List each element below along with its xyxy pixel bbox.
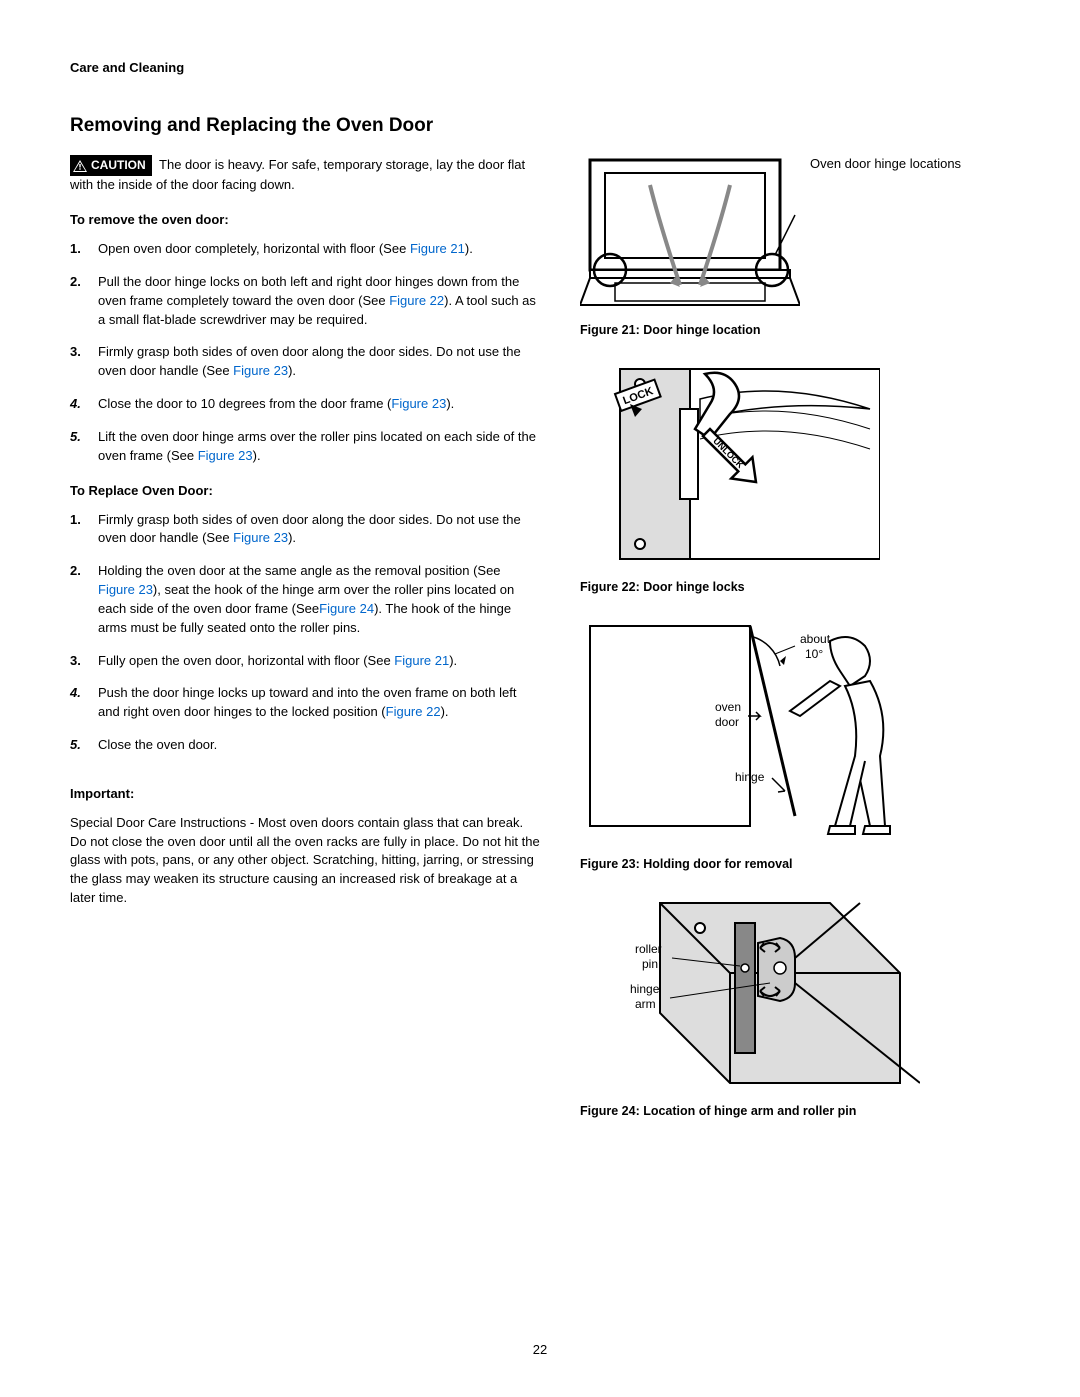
left-column: CAUTION The door is heavy. For safe, tem… <box>70 155 540 1140</box>
fig24-pin: pin <box>642 957 658 971</box>
figure-24-illustration: roller pin hinge arm <box>580 893 920 1093</box>
fig23-about: about <box>800 632 831 646</box>
right-column: Oven door hinge locations Figure 21: Doo… <box>580 155 980 1140</box>
fig23-oven: oven <box>715 700 741 714</box>
caution-label: CAUTION <box>91 157 146 174</box>
step-text: ). <box>446 396 454 411</box>
step-text: Firmly grasp both sides of oven door alo… <box>98 512 521 546</box>
warning-icon <box>73 160 87 172</box>
step-text: Close the door to 10 degrees from the do… <box>98 396 391 411</box>
fig24-roller: roller <box>635 942 662 956</box>
replace-step-3: Fully open the oven door, horizontal wit… <box>70 652 540 671</box>
fig23-door: door <box>715 715 739 729</box>
remove-step-3: Firmly grasp both sides of oven door alo… <box>70 343 540 381</box>
figure-22-caption: Figure 22: Door hinge locks <box>580 580 980 594</box>
step-text: Firmly grasp both sides of oven door alo… <box>98 344 521 378</box>
remove-step-5: Lift the oven door hinge arms over the r… <box>70 428 540 466</box>
fig24-hinge: hinge <box>630 982 660 996</box>
figure-link[interactable]: Figure 23 <box>233 363 288 378</box>
replace-step-1: Firmly grasp both sides of oven door alo… <box>70 511 540 549</box>
step-text: Fully open the oven door, horizontal wit… <box>98 653 394 668</box>
caution-badge: CAUTION <box>70 155 152 176</box>
step-text: ). <box>465 241 473 256</box>
figure-24: roller pin hinge arm Figure 24: Location… <box>580 893 980 1118</box>
figure-21-illustration <box>580 155 800 315</box>
figure-23-caption: Figure 23: Holding door for removal <box>580 857 980 871</box>
step-text: Close the oven door. <box>98 737 217 752</box>
replace-heading: To Replace Oven Door: <box>70 482 540 501</box>
figure-link[interactable]: Figure 23 <box>98 582 153 597</box>
step-text: Holding the oven door at the same angle … <box>98 563 501 578</box>
figure-link[interactable]: Figure 23 <box>391 396 446 411</box>
remove-step-4: Close the door to 10 degrees from the do… <box>70 395 540 414</box>
figure-22-illustration: LOCK UNLOCK <box>580 359 880 569</box>
step-text: Open oven door completely, horizontal wi… <box>98 241 410 256</box>
figure-link[interactable]: Figure 22 <box>389 293 444 308</box>
figure-21-side-label: Oven door hinge locations <box>810 155 961 173</box>
important-heading: Important: <box>70 785 540 804</box>
figure-link[interactable]: Figure 21 <box>410 241 465 256</box>
figure-link[interactable]: Figure 23 <box>198 448 253 463</box>
caution-paragraph: CAUTION The door is heavy. For safe, tem… <box>70 155 540 195</box>
step-text: ). <box>441 704 449 719</box>
page-number: 22 <box>0 1342 1080 1357</box>
fig23-angle: 10° <box>805 647 823 661</box>
remove-heading: To remove the oven door: <box>70 211 540 230</box>
replace-step-4: Push the door hinge locks up toward and … <box>70 684 540 722</box>
replace-step-2: Holding the oven door at the same angle … <box>70 562 540 637</box>
replace-step-5: Close the oven door. <box>70 736 540 755</box>
remove-step-2: Pull the door hinge locks on both left a… <box>70 273 540 330</box>
step-text: ). <box>449 653 457 668</box>
figure-21: Oven door hinge locations Figure 21: Doo… <box>580 155 980 337</box>
remove-steps-list: Open oven door completely, horizontal wi… <box>70 240 540 466</box>
figure-21-caption: Figure 21: Door hinge location <box>580 323 980 337</box>
figure-23: about 10° oven door hinge Figure 23: Hol… <box>580 616 980 871</box>
fig24-arm: arm <box>635 997 656 1011</box>
figure-24-caption: Figure 24: Location of hinge arm and rol… <box>580 1104 980 1118</box>
important-text: Special Door Care Instructions - Most ov… <box>70 814 540 908</box>
step-text: Lift the oven door hinge arms over the r… <box>98 429 536 463</box>
section-header: Care and Cleaning <box>70 60 1010 75</box>
page-title: Removing and Replacing the Oven Door <box>70 115 1010 137</box>
fig23-hinge: hinge <box>735 770 765 784</box>
figure-link[interactable]: Figure 24 <box>319 601 374 616</box>
step-text: ). <box>288 363 296 378</box>
figure-link[interactable]: Figure 22 <box>386 704 441 719</box>
step-text: ). <box>253 448 261 463</box>
figure-23-illustration: about 10° oven door hinge <box>580 616 920 846</box>
figure-link[interactable]: Figure 21 <box>394 653 449 668</box>
replace-steps-list: Firmly grasp both sides of oven door alo… <box>70 511 540 755</box>
figure-link[interactable]: Figure 23 <box>233 530 288 545</box>
step-text: Push the door hinge locks up toward and … <box>98 685 516 719</box>
step-text: ). <box>288 530 296 545</box>
remove-step-1: Open oven door completely, horizontal wi… <box>70 240 540 259</box>
figure-22: LOCK UNLOCK Figure 22: Door hinge locks <box>580 359 980 594</box>
